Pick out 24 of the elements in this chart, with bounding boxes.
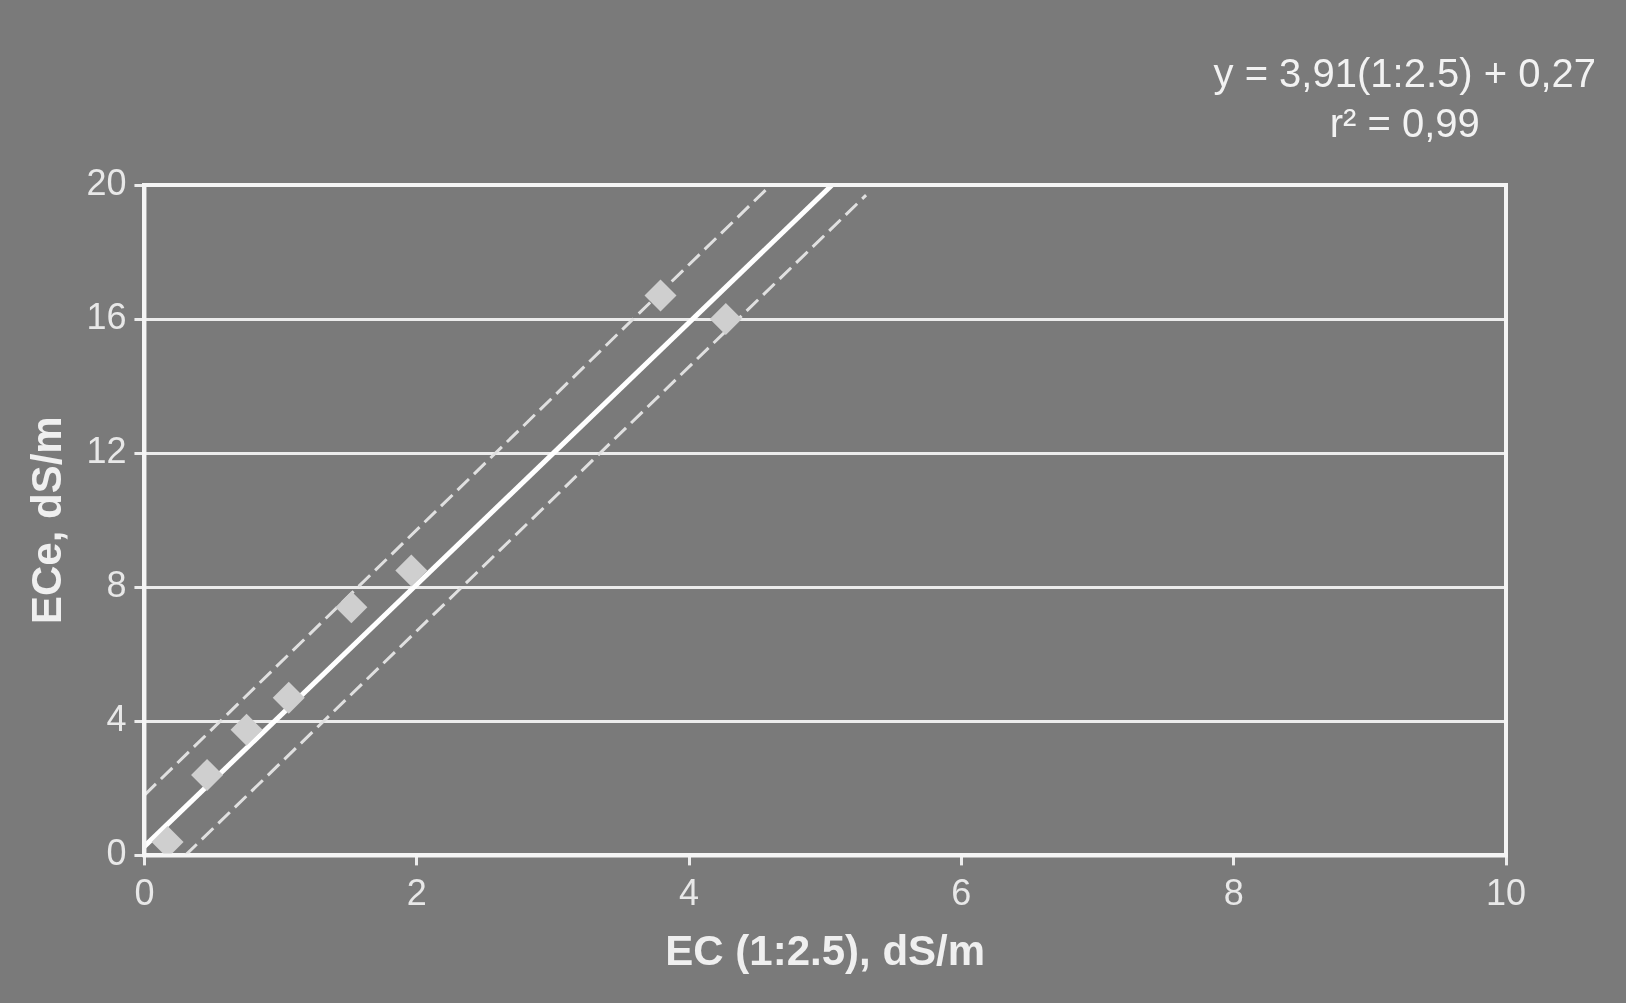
x-tick-label: 0 [134,871,155,913]
point [230,713,263,746]
y-tick-label: 16 [86,296,127,337]
y-tick-label: 20 [86,161,127,203]
y-tick-label: 0 [106,832,127,874]
x-tick-label: 10 [1485,871,1527,913]
point [395,554,428,587]
point [644,279,677,312]
y-tick-label: 8 [106,564,127,606]
point [151,825,184,856]
y-tick-label: 12 [86,430,127,472]
point [191,758,224,791]
point [709,303,742,336]
y-axis-title: ECe, dS/m [22,416,70,625]
y-tick-label: 4 [106,698,127,740]
text: r² = 0,99 [1328,100,1481,147]
x-tick-label: 8 [1223,871,1244,913]
x-axis-title: EC (1:2.5), dS/m [665,927,986,975]
point [335,591,368,624]
point [272,681,305,714]
x-tick-label: 2 [406,871,427,913]
x-tick-label: 4 [679,871,700,913]
x-tick-label: 6 [951,871,972,913]
text: y = 3,91(1:2.5) + 0,27 [1213,50,1596,97]
